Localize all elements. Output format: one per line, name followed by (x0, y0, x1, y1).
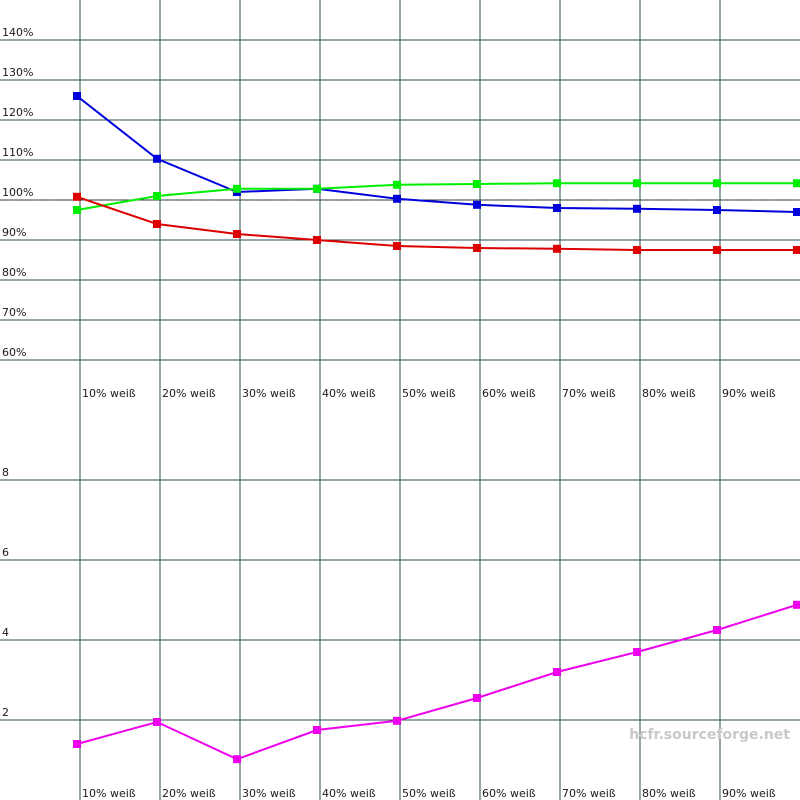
y-tick-label: 110% (2, 146, 33, 159)
point (633, 204, 641, 213)
point (553, 204, 561, 212)
y-tick-label: 140% (2, 26, 33, 39)
y-tick-label: 6 (2, 546, 9, 559)
series-line (76, 195, 797, 251)
point (633, 179, 641, 188)
x-tick-label: 80% weiß (642, 787, 696, 800)
x-tick-label: 70% weiß (562, 787, 616, 800)
point (713, 206, 721, 214)
point (393, 194, 401, 203)
x-tick-label: 90% weiß (722, 387, 776, 400)
series-line (76, 603, 798, 761)
x-tick-label: 20% weiß (162, 787, 216, 800)
point (313, 184, 321, 193)
x-tick-label: 10% weiß (82, 787, 136, 800)
y-tick-label: 90% (2, 226, 26, 239)
series-line (76, 182, 797, 211)
x-tick-label: 90% weiß (722, 787, 776, 800)
point (473, 244, 481, 252)
y-tick-label: 80% (2, 266, 26, 279)
x-tick-label: 50% weiß (402, 787, 456, 800)
series-line (76, 95, 798, 213)
point (393, 716, 401, 725)
point (233, 184, 241, 193)
point (713, 179, 721, 188)
point (633, 246, 641, 254)
point (473, 180, 481, 188)
y-tick-label: 130% (2, 66, 33, 79)
point (393, 242, 401, 250)
point (553, 244, 561, 253)
point (73, 92, 81, 100)
point (713, 626, 721, 634)
point (793, 246, 800, 254)
x-tick-label: 40% weiß (322, 787, 376, 800)
x-tick-label: 30% weiß (242, 387, 296, 400)
y-tick-label: 60% (2, 346, 26, 359)
point (793, 600, 800, 609)
y-tick-label: 100% (2, 186, 33, 199)
point (73, 206, 81, 214)
point (153, 192, 161, 200)
point (633, 648, 641, 656)
point (713, 246, 721, 254)
point (473, 200, 481, 209)
point (73, 192, 81, 201)
point (233, 230, 241, 238)
y-tick-label: 2 (2, 706, 9, 719)
y-tick-label: 120% (2, 106, 33, 119)
point (233, 755, 241, 764)
y-tick-label: 4 (2, 626, 9, 639)
point (473, 694, 481, 702)
x-tick-label: 50% weiß (402, 387, 456, 400)
point (153, 718, 161, 726)
x-tick-label: 80% weiß (642, 387, 696, 400)
x-tick-label: 40% weiß (322, 387, 376, 400)
y-tick-label: 70% (2, 306, 26, 319)
point (553, 179, 561, 188)
point (153, 154, 161, 163)
x-tick-label: 30% weiß (242, 787, 296, 800)
x-tick-label: 70% weiß (562, 387, 616, 400)
x-tick-label: 60% weiß (482, 787, 536, 800)
point (313, 726, 321, 734)
x-tick-label: 60% weiß (482, 387, 536, 400)
point (793, 208, 800, 216)
point (553, 668, 561, 676)
x-tick-label: 10% weiß (82, 387, 136, 400)
point (153, 220, 161, 228)
point (73, 740, 81, 748)
x-tick-label: 20% weiß (162, 387, 216, 400)
point (393, 180, 401, 189)
point (793, 179, 800, 188)
y-tick-label: 8 (2, 466, 9, 479)
watermark: hcfr.sourceforge.net (629, 727, 790, 743)
point (313, 236, 321, 244)
